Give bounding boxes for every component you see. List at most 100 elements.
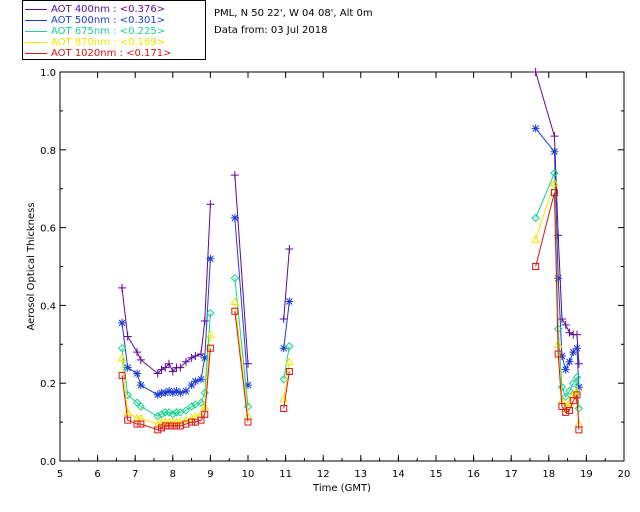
data-point-plus [574,359,583,368]
series-line-1 [535,128,580,388]
data-point-plus [285,244,294,253]
data-point-asterisk [165,386,174,395]
data-point-triangle [206,330,215,339]
series-line-0 [121,204,211,375]
data-point-triangle [187,413,196,422]
data-point-square [206,344,214,352]
data-point-asterisk [161,388,170,397]
series-line-4 [234,311,249,423]
data-point-square [158,424,166,432]
legend-label-870nm: AOT 870nm : <0.189> [51,37,166,48]
legend-item-1020nm: AOT 1020nm : <0.171> [25,48,171,59]
x-axis-label: Time (GMT) [312,483,371,494]
data-point-asterisk [197,375,205,384]
legend-item-675nm: AOT 675nm : <0.225> [25,26,165,37]
series-line-4 [283,371,290,409]
data-point-asterisk [123,363,132,372]
data-point-square [532,263,540,270]
series-line-1 [234,217,249,386]
data-point-diamond [164,408,174,417]
x-tick-label: 9 [207,469,213,480]
data-point-plus [191,351,200,360]
series-line-4 [535,192,580,430]
data-point-square [133,420,141,428]
data-point-square [575,426,583,434]
data-point-plus [200,316,209,325]
data-point-asterisk [153,390,162,399]
data-point-diamond [550,168,559,178]
data-point-triangle [175,417,185,426]
data-point-square [280,404,288,412]
data-point-plus [561,320,570,329]
data-point-asterisk [172,386,181,395]
data-point-square [554,350,562,358]
data-point-asterisk [573,344,581,353]
data-point-diamond [230,273,240,283]
data-point-square [154,426,162,434]
data-point-diamond [531,213,540,223]
x-tick-label: 13 [354,469,367,480]
series-line-3 [283,361,290,399]
data-point-triangle [285,357,294,366]
data-point-asterisk [136,381,145,390]
data-point-triangle [550,178,559,187]
data-point-triangle [531,234,540,243]
data-point-diamond [136,402,146,411]
data-point-asterisk [569,348,578,357]
series-line-2 [234,278,249,407]
series-line-0 [234,175,249,364]
legend-label-675nm: AOT 675nm : <0.225> [51,26,166,37]
data-point-plus [550,132,559,141]
data-point-asterisk [565,357,574,366]
data-point-asterisk [176,388,185,397]
data-point-square [165,422,173,430]
data-point-asterisk [133,369,142,378]
data-point-plus [176,363,185,372]
data-point-plus [133,348,142,357]
data-point-plus [161,363,170,372]
data-point-square [161,422,169,430]
data-point-asterisk [279,344,288,353]
series-line-3 [234,301,249,417]
data-point-asterisk [244,381,252,390]
data-point-plus [557,315,566,324]
data-point-triangle [117,353,127,362]
data-point-plus [136,355,145,364]
data-point-plus [181,357,190,366]
x-tick-label: 6 [94,469,100,480]
data-point-plus [153,369,162,378]
station-info: PML, N 50 22', W 04 08', Alt 0m [214,8,373,19]
data-point-diamond [561,392,570,402]
data-point-asterisk [554,274,563,283]
data-point-diamond [572,373,582,382]
x-tick-label: 5 [57,469,63,480]
y-tick-label: 1.0 [40,68,56,79]
data-point-square [173,422,181,430]
data-point-plus [197,350,205,359]
x-tick-label: 19 [580,469,593,480]
data-point-plus [531,68,540,76]
x-tick-label: 15 [430,469,443,480]
data-point-square [231,307,239,315]
data-point-triangle [181,415,191,424]
data-point-diamond [569,378,578,388]
series-line-2 [121,313,211,417]
data-point-square [562,408,570,416]
data-point-diamond [196,398,206,407]
data-point-square [558,403,566,411]
x-tick-label: 14 [392,469,405,480]
data-point-plus [187,353,196,362]
data-point-diamond [161,408,170,417]
legend-swatch-1020nm [25,52,47,54]
legend-label-1020nm: AOT 1020nm : <0.171> [51,48,172,59]
y-tick-label: 0.6 [40,224,56,235]
data-point-triangle [565,398,574,407]
data-point-plus [168,367,177,376]
data-point-plus [206,200,215,209]
x-tick-label: 8 [170,469,176,480]
plot-frame [59,71,625,462]
data-point-asterisk [200,353,209,362]
data-date: Data from: 03 Jul 2018 [214,25,328,36]
data-point-asterisk [561,365,570,374]
